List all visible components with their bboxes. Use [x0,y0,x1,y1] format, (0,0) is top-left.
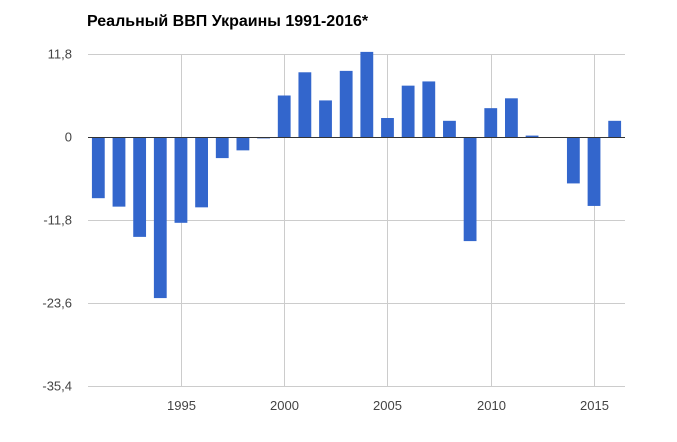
x-tick-label: 2000 [270,398,299,413]
y-tick-label: -11,8 [43,213,72,228]
bar [91,137,105,199]
bar [195,137,208,208]
grid-lines [88,54,625,387]
x-tick-label: 1995 [167,398,196,413]
bar [277,95,291,137]
y-tick-label: -23,6 [42,296,72,311]
bar [587,137,601,206]
bar [236,137,250,151]
bar [484,108,498,137]
bar [401,85,415,137]
bar [525,135,539,137]
bar [463,137,477,242]
bars [91,51,622,299]
bar [381,118,394,137]
chart-title: Реальный ВВП Украины 1991-2016* [87,13,369,30]
y-axis-ticks: 11,8 0 -11,8 -23,6 -35,4 [42,47,72,394]
y-tick-label: 0 [65,130,72,145]
x-tick-label: 2015 [580,398,609,413]
y-tick-label: 11,8 [48,47,72,62]
bar [566,137,580,184]
bar [339,70,353,137]
bar [112,137,126,207]
bar [443,120,456,137]
bar [422,81,436,137]
bar [505,98,518,137]
bar [215,137,229,159]
bar [319,100,332,137]
x-tick-label: 2010 [477,398,506,413]
bar [298,72,312,137]
bar [608,120,622,137]
bar [174,137,188,223]
bar [133,137,147,237]
x-tick-label: 2005 [373,398,402,413]
y-tick-label: -35,4 [42,379,72,394]
x-axis-ticks: 1995 2000 2005 2010 2015 [167,398,609,413]
bar [153,137,167,299]
bar [360,51,374,137]
